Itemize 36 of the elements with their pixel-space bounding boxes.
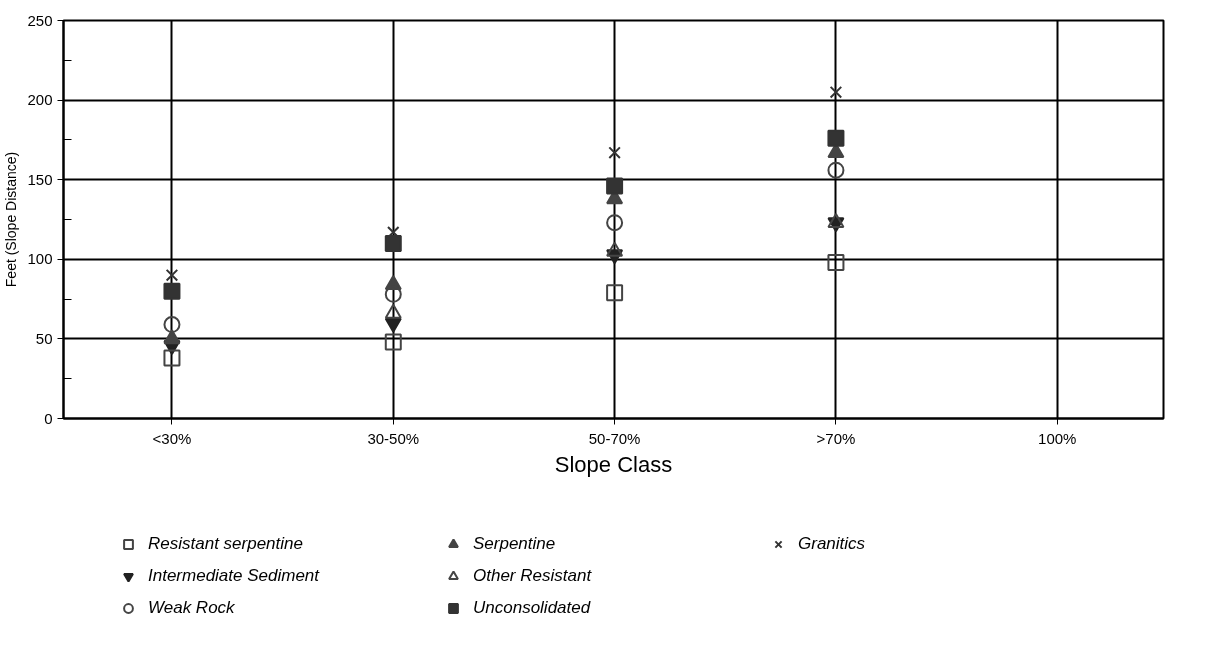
point [606,177,624,195]
y-axis-title: Feet (Slope Distance) [3,151,20,288]
point [165,268,179,282]
x-tick-label: 30-50% [367,429,420,447]
point [829,85,843,99]
point [606,214,624,232]
point [827,129,845,147]
x-tick-label: <30% [152,429,192,447]
point [606,284,624,302]
point [163,329,181,345]
legend-label: Unconsolidated [473,598,592,618]
point [608,146,621,159]
point [827,253,845,271]
y-tick-label: 50 [35,329,53,347]
legend-label: Weak Rock [148,598,236,618]
point [384,333,402,351]
point [827,161,845,179]
y-tick-label: 100 [27,250,53,268]
point [163,349,181,367]
y-tick-label: 250 [27,11,53,29]
legend-label: Serpentine [473,534,557,554]
x-axis-title: Slope Class [554,451,673,477]
x-tick-label: 100% [1038,429,1077,447]
y-tick-label: 200 [27,91,53,109]
point [827,213,845,229]
y-tick-label: 150 [27,170,53,188]
legend-label: Resistant serpentine [148,534,304,554]
point [163,282,181,300]
x-tick-label: 50-70% [588,429,641,447]
legend-label: Intermediate Sediment [148,566,321,586]
legend-label: Granitics [798,534,867,554]
point [384,234,402,252]
y-tick-label: 0 [44,409,53,427]
x-tick-label: >70% [816,429,856,447]
legend-label: Other Resistant [473,566,593,586]
point [163,316,181,334]
